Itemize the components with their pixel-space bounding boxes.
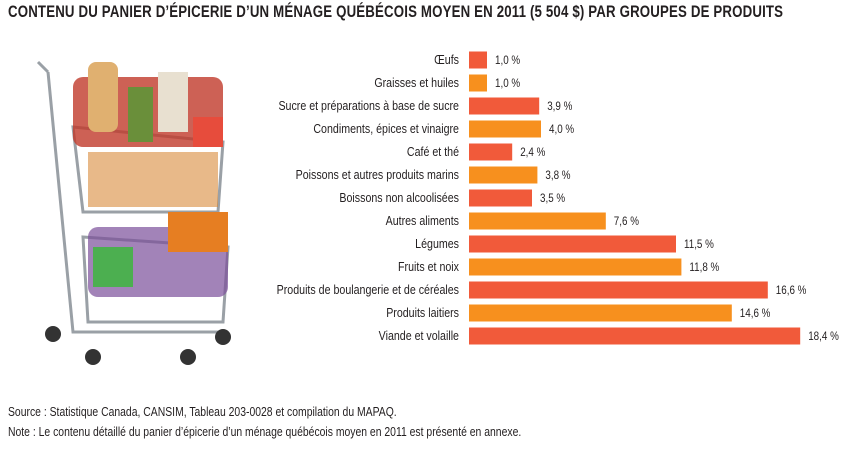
- bar: [469, 258, 682, 276]
- value-label: 14,6 %: [740, 307, 771, 320]
- category-label: Sucre et préparations à base de sucre: [278, 98, 459, 113]
- value-label: 11,8 %: [689, 261, 719, 274]
- bar: [469, 97, 540, 115]
- footnote: Note : Le contenu détaillé du panier d’é…: [8, 424, 522, 439]
- bar: [469, 235, 676, 253]
- bar: [469, 166, 538, 184]
- value-label: 3,5 %: [540, 192, 565, 205]
- bar: [469, 143, 513, 161]
- value-label: 1,0 %: [495, 77, 520, 90]
- bar: [469, 120, 541, 138]
- category-label: Viande et volaille: [379, 328, 460, 343]
- value-label: 4,0 %: [549, 123, 574, 136]
- category-label: Poissons et autres produits marins: [296, 167, 459, 182]
- bar: [469, 212, 606, 230]
- source-note: Source : Statistique Canada, CANSIM, Tab…: [8, 404, 397, 419]
- category-label: Légumes: [415, 236, 459, 251]
- category-label: Fruits et noix: [398, 259, 459, 274]
- bar: [469, 74, 487, 92]
- category-label: Graisses et huiles: [374, 75, 459, 90]
- value-label: 3,9 %: [547, 100, 572, 113]
- bar: [469, 51, 487, 69]
- value-label: 1,0 %: [495, 54, 520, 67]
- category-label: Produits de boulangerie et de céréales: [277, 282, 459, 297]
- bar-chart: Œufs 1,0 % Graisses et huiles 1,0 % Sucre et…: [277, 51, 839, 345]
- chart-title: CONTENU DU PANIER D’ÉPICERIE D’UN MÉNAGE…: [8, 2, 784, 21]
- value-label: 3,8 %: [545, 169, 570, 182]
- shopping-cart-illustration: [36, 60, 231, 365]
- category-label: Œufs: [434, 52, 459, 67]
- bar: [469, 281, 768, 299]
- value-label: 18,4 %: [808, 330, 839, 343]
- value-label: 16,6 %: [776, 284, 807, 297]
- bar: [469, 304, 732, 322]
- bar: [469, 189, 532, 207]
- category-label: Café et thé: [407, 144, 459, 159]
- value-label: 11,5 %: [684, 238, 714, 251]
- category-label: Boissons non alcoolisées: [339, 190, 459, 205]
- value-label: 2,4 %: [520, 146, 545, 159]
- category-label: Condiments, épices et vinaigre: [313, 121, 459, 136]
- category-label: Produits laitiers: [386, 305, 459, 320]
- category-label: Autres aliments: [386, 213, 459, 228]
- bar: [469, 327, 801, 345]
- value-label: 7,6 %: [614, 215, 639, 228]
